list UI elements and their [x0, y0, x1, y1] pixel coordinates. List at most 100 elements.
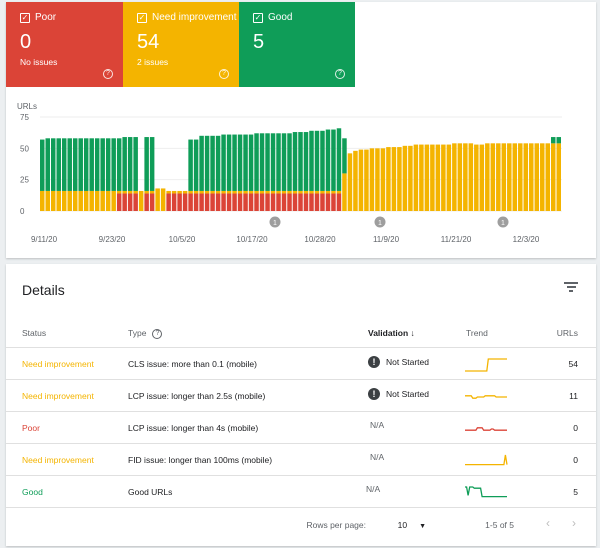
bar-good[interactable] — [556, 137, 561, 144]
bar-good[interactable] — [188, 139, 193, 191]
bar-need-improvement[interactable] — [248, 190, 254, 194]
bar-good[interactable] — [72, 138, 78, 191]
bar-poor[interactable] — [171, 193, 177, 211]
bar-need-improvement[interactable] — [353, 150, 358, 211]
bar-poor[interactable] — [215, 193, 221, 211]
bar-poor[interactable] — [254, 193, 259, 211]
bar-need-improvement[interactable] — [72, 190, 78, 211]
bar-need-improvement[interactable] — [452, 143, 457, 211]
bar-good[interactable] — [292, 132, 298, 191]
bar-need-improvement[interactable] — [259, 190, 265, 194]
bar-need-improvement[interactable] — [89, 190, 94, 211]
annotation-marker[interactable]: 1 — [497, 216, 509, 228]
col-type[interactable]: Type? — [128, 328, 163, 339]
checkbox-icon[interactable]: ✓ — [137, 12, 147, 23]
help-icon[interactable]: ? — [335, 69, 345, 79]
bar-good[interactable] — [105, 138, 111, 191]
table-row[interactable]: Need improvement CLS issue: more than 0.1… — [6, 348, 596, 380]
bar-need-improvement[interactable] — [270, 190, 276, 194]
bar-poor[interactable] — [199, 193, 204, 211]
bar-need-improvement[interactable] — [287, 190, 292, 194]
bar-need-improvement[interactable] — [474, 144, 479, 211]
bar-need-improvement[interactable] — [83, 190, 89, 211]
help-icon[interactable]: ? — [219, 69, 229, 79]
bar-good[interactable] — [325, 129, 331, 191]
bar-need-improvement[interactable] — [342, 173, 347, 211]
bar-poor[interactable] — [144, 193, 149, 211]
bar-good[interactable] — [265, 133, 270, 191]
bar-good[interactable] — [127, 137, 133, 191]
bar-poor[interactable] — [127, 193, 133, 211]
bar-poor[interactable] — [177, 193, 182, 211]
good-tile[interactable]: ✓ Good 5 ? — [239, 2, 355, 87]
bar-poor[interactable] — [270, 193, 276, 211]
bar-good[interactable] — [342, 138, 347, 174]
bar-good[interactable] — [298, 132, 303, 191]
bar-need-improvement[interactable] — [545, 143, 551, 211]
bar-need-improvement[interactable] — [149, 190, 155, 194]
bar-need-improvement[interactable] — [314, 190, 320, 194]
bar-need-improvement[interactable] — [501, 143, 507, 211]
bar-poor[interactable] — [193, 193, 199, 211]
poor-tile[interactable]: ✓ Poor 0 No issues ? — [6, 2, 123, 87]
bar-need-improvement[interactable] — [67, 190, 72, 211]
prev-page-icon[interactable]: ‹ — [546, 516, 550, 530]
bar-need-improvement[interactable] — [226, 190, 232, 194]
bar-poor[interactable] — [314, 193, 320, 211]
bar-need-improvement[interactable] — [556, 143, 561, 211]
bar-need-improvement[interactable] — [529, 143, 534, 211]
need-improvement-tile[interactable]: ✓ Need improvement 54 2 issues ? — [123, 2, 239, 87]
bar-poor[interactable] — [221, 193, 226, 211]
bar-poor[interactable] — [188, 193, 193, 211]
bar-poor[interactable] — [210, 193, 215, 211]
bar-need-improvement[interactable] — [155, 188, 160, 211]
bar-need-improvement[interactable] — [204, 190, 210, 194]
bar-need-improvement[interactable] — [419, 144, 424, 211]
bar-poor[interactable] — [325, 193, 331, 211]
bar-poor[interactable] — [292, 193, 298, 211]
bar-poor[interactable] — [309, 193, 314, 211]
bar-poor[interactable] — [298, 193, 303, 211]
bar-need-improvement[interactable] — [463, 143, 468, 211]
bar-need-improvement[interactable] — [391, 147, 397, 211]
checkbox-icon[interactable]: ✓ — [253, 12, 263, 23]
bar-good[interactable] — [100, 138, 105, 191]
bar-need-improvement[interactable] — [254, 190, 259, 194]
bar-good[interactable] — [243, 134, 248, 191]
table-row[interactable]: Need improvement FID issue: longer than 1… — [6, 444, 596, 476]
bar-need-improvement[interactable] — [94, 190, 100, 211]
bar-need-improvement[interactable] — [386, 147, 391, 211]
bar-poor[interactable] — [204, 193, 210, 211]
checkbox-icon[interactable]: ✓ — [20, 12, 30, 23]
bar-need-improvement[interactable] — [397, 147, 402, 211]
filter-icon[interactable] — [564, 282, 578, 294]
bar-good[interactable] — [61, 138, 67, 191]
bar-need-improvement[interactable] — [276, 190, 281, 194]
bar-need-improvement[interactable] — [518, 143, 523, 211]
bar-poor[interactable] — [237, 193, 243, 211]
bar-good[interactable] — [111, 138, 116, 191]
bar-good[interactable] — [204, 135, 210, 191]
rows-per-page-select[interactable]: 10 ▼ — [398, 520, 426, 530]
bar-need-improvement[interactable] — [199, 190, 204, 194]
bar-good[interactable] — [122, 137, 127, 191]
bar-good[interactable] — [89, 138, 94, 191]
bar-good[interactable] — [56, 138, 61, 191]
bar-need-improvement[interactable] — [496, 143, 501, 211]
bar-need-improvement[interactable] — [402, 145, 408, 211]
bar-need-improvement[interactable] — [127, 190, 133, 194]
bar-need-improvement[interactable] — [430, 144, 435, 211]
bar-good[interactable] — [45, 138, 50, 191]
col-status[interactable]: Status — [22, 328, 47, 338]
bar-need-improvement[interactable] — [166, 190, 171, 194]
bar-poor[interactable] — [116, 193, 122, 211]
bar-need-improvement[interactable] — [534, 143, 540, 211]
bar-need-improvement[interactable] — [435, 144, 441, 211]
help-icon[interactable]: ? — [103, 69, 113, 79]
bar-need-improvement[interactable] — [457, 143, 463, 211]
bar-need-improvement[interactable] — [122, 190, 127, 194]
bar-need-improvement[interactable] — [210, 190, 215, 194]
bar-need-improvement[interactable] — [468, 143, 474, 211]
help-icon[interactable]: ? — [152, 328, 163, 339]
bar-poor[interactable] — [166, 193, 171, 211]
